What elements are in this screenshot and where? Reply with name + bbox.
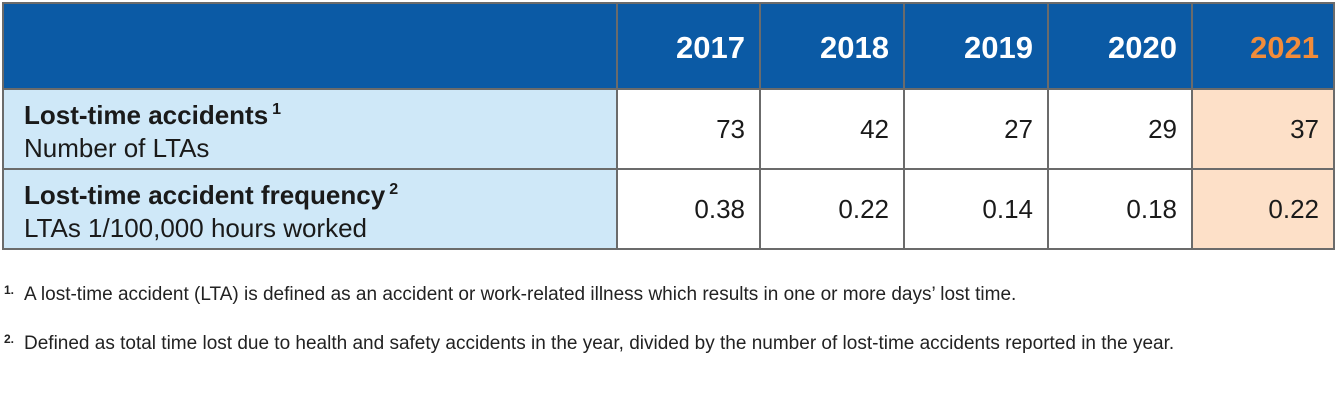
row-label: Lost-time accidents 1 Number of LTAs [2, 88, 618, 170]
table-row: Lost-time accident frequency 2 LTAs 1/100… [2, 168, 1335, 250]
footnote-ref: 1 [272, 101, 282, 118]
table-cell: 27 [903, 88, 1049, 170]
row-title-wrap: Lost-time accidents 1 [24, 93, 616, 132]
table-header-row: 2017 2018 2019 2020 2021 [2, 2, 1335, 90]
header-year: 2019 [903, 2, 1049, 90]
table-cell: 0.18 [1047, 168, 1193, 250]
table-cell: 0.22 [759, 168, 905, 250]
table-cell: 42 [759, 88, 905, 170]
footnote: 2. Defined as total time lost due to hea… [4, 332, 1304, 354]
row-title-wrap: Lost-time accident frequency 2 [24, 173, 616, 212]
header-year: 2018 [759, 2, 905, 90]
footnote: 1. A lost-time accident (LTA) is defined… [4, 283, 1304, 305]
row-title: Lost-time accidents [24, 100, 269, 130]
header-year: 2017 [616, 2, 761, 90]
header-year: 2020 [1047, 2, 1193, 90]
table-cell-highlighted: 0.22 [1191, 168, 1335, 250]
header-year-highlighted: 2021 [1191, 2, 1335, 90]
footnote-number: 2. [4, 332, 15, 346]
row-title: Lost-time accident frequency [24, 180, 386, 210]
row-subtitle: LTAs 1/100,000 hours worked [24, 213, 368, 243]
table-cell-highlighted: 37 [1191, 88, 1335, 170]
footnote-ref: 2 [389, 181, 399, 198]
lta-table-container: 2017 2018 2019 2020 2021 Lost-time accid… [2, 2, 1335, 250]
footnote-text: A lost-time accident (LTA) is defined as… [24, 284, 1017, 305]
table-cell: 0.14 [903, 168, 1049, 250]
table-cell: 73 [616, 88, 761, 170]
table-cell: 0.38 [616, 168, 761, 250]
header-empty-cell [2, 2, 618, 90]
lta-table: 2017 2018 2019 2020 2021 Lost-time accid… [2, 2, 1335, 250]
row-subtitle: Number of LTAs [24, 133, 210, 163]
table-row: Lost-time accidents 1 Number of LTAs 73 4… [2, 88, 1335, 170]
table-cell: 29 [1047, 88, 1193, 170]
row-label: Lost-time accident frequency 2 LTAs 1/100… [2, 168, 618, 250]
footnote-text: Defined as total time lost due to health… [24, 333, 1175, 354]
footnote-number: 1. [4, 283, 15, 297]
footnotes: 1. A lost-time accident (LTA) is defined… [4, 283, 1304, 382]
